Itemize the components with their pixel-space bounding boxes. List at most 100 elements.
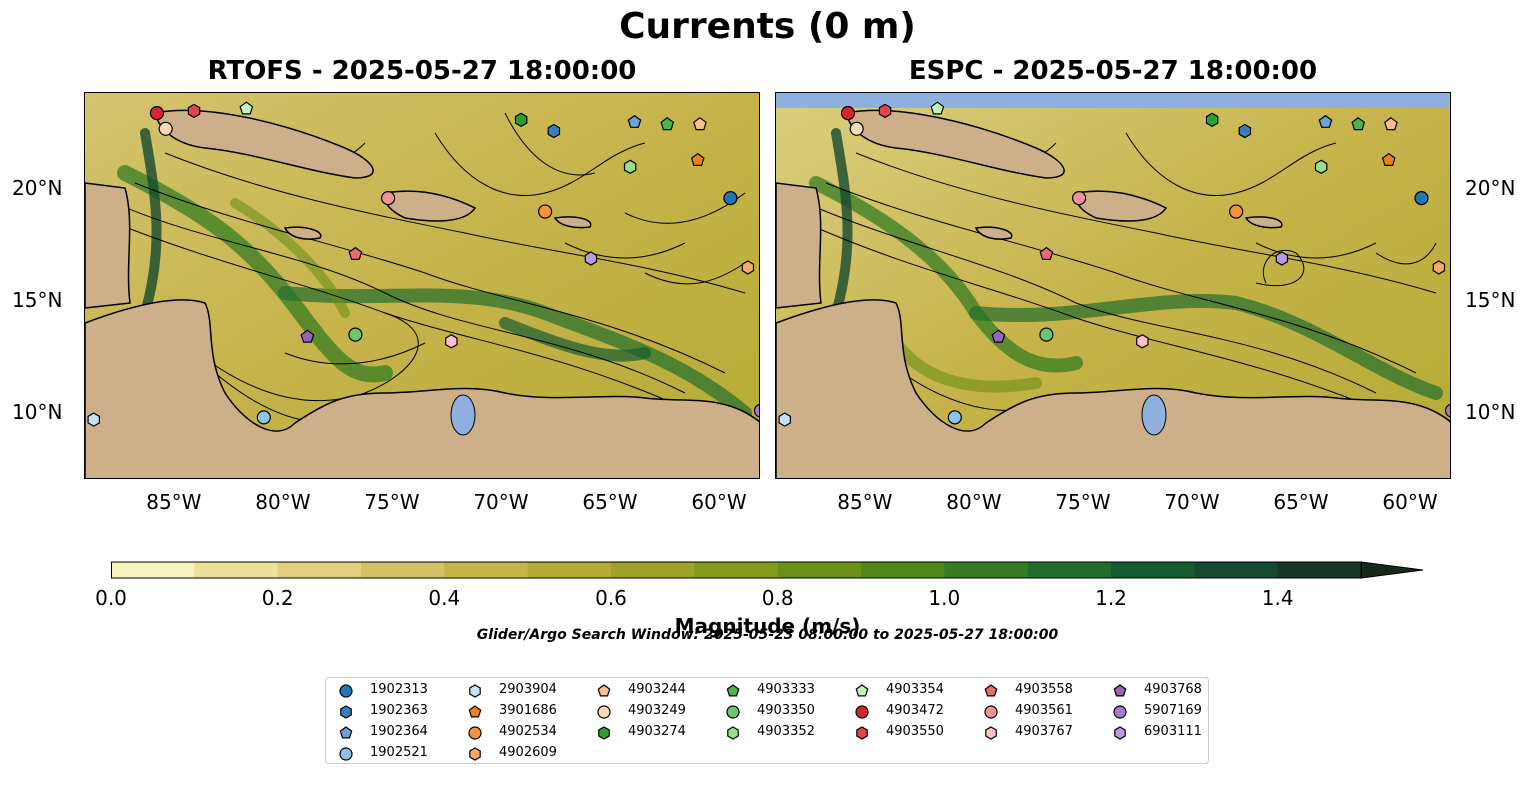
legend-marker-icon <box>339 684 353 698</box>
legend-marker-icon <box>339 747 353 761</box>
legend-marker-shape <box>726 705 740 719</box>
float-marker-2903904 <box>87 412 100 427</box>
colorbar-segment <box>1111 562 1195 578</box>
legend-label: 4903352 <box>757 724 815 739</box>
legend-marker-icon <box>1113 705 1127 719</box>
legend-marker-icon <box>726 684 740 697</box>
legend-label: 4903558 <box>1015 682 1073 697</box>
espc-panel-title: ESPC - 2025-05-27 18:00:00 <box>908 56 1318 86</box>
float-marker-6903111 <box>584 251 598 266</box>
longitude-label: 65°W <box>1273 490 1329 514</box>
longitude-label: 80°W <box>946 490 1002 514</box>
colorbar-outline <box>111 561 1362 579</box>
current-jets <box>776 128 1443 478</box>
jamaica-landmass <box>283 226 322 240</box>
puerto-rico-landmass <box>1244 216 1283 229</box>
float-marker-3901686 <box>1381 152 1396 167</box>
float-marker-4903561 <box>1072 191 1087 206</box>
cuba-landmass <box>845 109 1065 179</box>
float-marker-4903249 <box>849 121 864 136</box>
latitude-label: 20°N <box>12 176 63 201</box>
rtofs-map-canvas <box>85 93 759 478</box>
yucatan-landmass <box>776 182 822 309</box>
float-marker-4903350 <box>348 327 363 342</box>
legend-marker-icon <box>855 684 869 697</box>
legend-marker-shape <box>339 747 353 761</box>
longitude-label: 85°W <box>837 490 893 514</box>
legend-label: 1902364 <box>370 724 428 739</box>
legend-marker-icon <box>985 726 997 740</box>
rtofs-map-panel <box>84 92 760 479</box>
legend-marker-icon <box>984 684 998 697</box>
longitude-label: 80°W <box>255 490 311 514</box>
float-legend: 1902313 1902363 1902364 1902521 2903904 39016… <box>325 677 1209 764</box>
colorbar-segment <box>361 562 445 578</box>
float-marker-4903244 <box>1384 117 1398 131</box>
longitude-label: 75°W <box>1055 490 1111 514</box>
longitude-label: 60°W <box>1382 490 1438 514</box>
legend-label: 4903249 <box>628 703 686 718</box>
legend-label: 4903244 <box>628 682 686 697</box>
colorbar-segment <box>527 562 612 578</box>
legend-marker-icon <box>1114 726 1126 740</box>
legend-marker-shape <box>339 726 353 739</box>
legend-label: 5907169 <box>1144 703 1202 718</box>
legend-marker-shape <box>1114 726 1126 740</box>
legend-marker-shape <box>855 705 869 719</box>
legend-marker-icon <box>727 726 739 740</box>
colorbar-segment <box>611 562 695 578</box>
latitude-label: 10°N <box>1465 399 1516 424</box>
legend-marker-shape <box>468 726 482 740</box>
legend-label: 3901686 <box>499 703 557 718</box>
colorbar-segment <box>1194 562 1279 578</box>
legend-marker-shape <box>597 684 611 697</box>
colorbar-tick-label: 0.6 <box>595 586 627 610</box>
float-marker-4903561 <box>381 191 396 206</box>
espc-map-canvas <box>776 93 1450 478</box>
legend-marker-shape <box>856 726 868 740</box>
longitude-label: 75°W <box>364 490 420 514</box>
float-marker-1902364 <box>627 114 642 128</box>
float-marker-4903558 <box>1039 246 1054 260</box>
legend-marker-shape <box>984 684 998 697</box>
longitude-label: 60°W <box>691 490 747 514</box>
south-america-landmass <box>776 299 1450 478</box>
float-marker-5907169 <box>753 403 759 418</box>
colorbar-tick-label: 0.0 <box>95 586 127 610</box>
legend-marker-icon <box>984 705 998 719</box>
legend-marker-shape <box>1113 705 1127 719</box>
float-marker-1902363 <box>1238 123 1252 139</box>
longitude-label: 65°W <box>582 490 638 514</box>
legend-marker-icon <box>855 705 869 719</box>
colorbar-tick-label: 1.0 <box>928 586 961 610</box>
legend-marker-icon <box>856 726 868 740</box>
colorbar-tick-label: 1.4 <box>1261 586 1294 610</box>
float-marker-4902609 <box>1432 260 1446 275</box>
float-marker-4903558 <box>348 246 363 260</box>
legend-marker-shape <box>469 747 481 761</box>
float-marker-4903550 <box>187 103 201 119</box>
colorbar-extend-arrow <box>1360 561 1424 579</box>
longitude-label: 85°W <box>146 490 202 514</box>
cuba-landmass <box>154 109 374 179</box>
colorbar-segment <box>1027 562 1112 578</box>
float-marker-4903350 <box>1039 327 1054 342</box>
legend-label: 4903561 <box>1015 703 1073 718</box>
lake-maracaibo <box>450 394 476 436</box>
float-marker-4903333 <box>660 117 675 131</box>
colorbar-tick-label: 0.4 <box>428 586 461 610</box>
float-marker-4903354 <box>239 101 254 115</box>
legend-label: 4902609 <box>499 745 557 760</box>
legend-marker-shape <box>598 726 610 740</box>
legend-marker-shape <box>726 684 740 697</box>
float-marker-3901686 <box>690 152 705 167</box>
float-marker-4902609 <box>741 260 755 275</box>
colorbar-segment <box>277 562 362 578</box>
colorbar-segment <box>1277 562 1362 578</box>
espc-map-panel <box>775 92 1451 479</box>
colorbar-segment <box>194 562 279 578</box>
legend-marker-icon <box>598 726 610 740</box>
legend-marker-icon <box>726 705 740 719</box>
lake-maracaibo <box>1141 394 1167 436</box>
legend-label: 4903354 <box>886 682 944 697</box>
